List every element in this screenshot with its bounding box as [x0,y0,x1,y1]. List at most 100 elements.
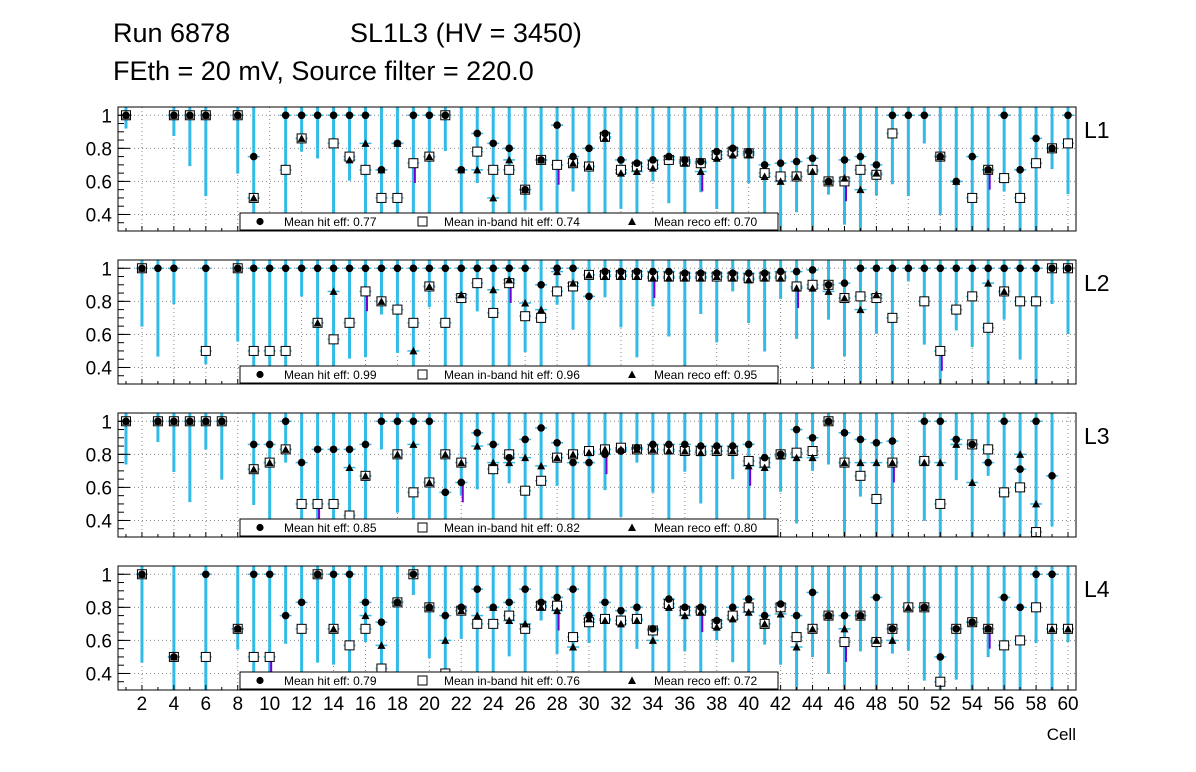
hit-marker [1016,264,1024,273]
hit-marker [744,440,753,449]
hit-marker [728,603,737,612]
hit-marker [329,111,338,120]
reco-marker [537,305,546,314]
reco-marker [201,111,210,119]
reco-marker [744,150,753,159]
legend-reco-marker [628,676,636,684]
chamber-label: SL1L3 (HV = 3450) [350,18,582,48]
reco-marker [856,458,865,467]
layer-label: L3 [1084,423,1110,449]
hit-marker [553,121,561,129]
legend-inband-label: Mean in-band hit eff: 0.74 [444,215,580,229]
hit-marker [1032,134,1040,143]
inband-marker [392,304,403,315]
inband-marker [280,164,291,175]
hit-marker [744,595,753,603]
layer-label: L2 [1084,270,1110,296]
hit-marker [649,440,657,449]
inband-marker [440,317,451,328]
hit-marker [904,264,913,273]
inband-marker [871,493,882,504]
reco-marker [553,267,562,276]
inband-marker [1031,296,1042,307]
legend-reco-marker [628,523,636,531]
hit-marker [521,585,529,593]
hit-marker [441,264,450,273]
reco-marker [297,134,306,142]
inband-marker [408,158,419,169]
hit-marker [297,458,306,467]
hit-marker [393,417,402,426]
inband-marker [568,632,579,643]
hit-marker [441,111,450,120]
reco-marker [952,440,961,448]
legend-reco-label: Mean reco eff: 0.70 [654,215,758,229]
hit-marker [1064,264,1072,273]
legend-inband-marker [417,216,428,227]
hit-marker [649,156,657,164]
hit-marker [920,417,929,426]
hit-marker [457,478,466,487]
hit-marker [473,585,482,593]
inband-marker [951,304,962,315]
legend-inband-label: Mean in-band hit eff: 0.96 [444,368,580,382]
y-tick-label: 0.8 [86,292,112,313]
reco-marker [600,445,609,453]
inband-marker [967,291,978,302]
reco-marker [185,417,194,425]
reco-marker [616,272,625,281]
reco-marker [345,155,354,164]
inband-marker [312,498,323,509]
hit-marker [840,429,849,437]
reco-marker [457,458,466,467]
hit-marker [776,159,785,168]
hit-marker [1016,465,1024,474]
hit-marker [441,488,450,497]
x-tick-label: 16 [355,694,376,715]
reco-marker [728,614,737,623]
hit-marker [1048,264,1056,273]
reco-marker [1000,287,1009,295]
reco-marker [281,445,290,453]
hit-marker [665,440,673,449]
hit-marker [345,445,354,454]
hit-marker [1000,264,1008,273]
legend-hit-marker [256,217,264,226]
reco-marker [744,608,753,616]
x-tick-label: 12 [291,694,312,715]
reco-marker [840,294,849,302]
reco-marker [600,272,609,281]
reco-marker [457,290,466,299]
reco-marker [329,624,338,633]
reco-marker [760,274,769,282]
reco-marker [712,447,721,455]
hit-marker [968,264,977,273]
reco-marker [169,417,178,425]
reco-marker [808,284,817,292]
legend-inband-label: Mean in-band hit eff: 0.76 [444,674,580,688]
hit-marker [345,264,354,273]
hit-marker [728,442,737,450]
reco-marker [712,623,721,631]
hit-marker [888,437,897,445]
inband-marker [935,345,946,356]
hit-marker [696,442,705,450]
reco-marker [425,282,434,290]
hit-marker [601,598,609,607]
inband-marker [472,146,483,157]
reco-marker [521,185,530,194]
hit-marker [1032,570,1040,579]
reco-marker [441,450,450,458]
reco-marker [249,465,258,473]
reco-marker [952,177,961,185]
hit-marker [329,445,338,454]
inband-marker [855,164,866,175]
hit-marker [409,417,418,426]
panel-l1: 1 0.8 0.6 0.4 L1 Mean hit eff: 0.77 Mean in-ba… [86,106,1110,232]
hit-marker [696,157,705,166]
reco-marker [792,453,801,462]
inband-marker [488,164,499,175]
inband-marker [280,345,291,356]
reco-marker [1064,624,1073,633]
hit-marker [633,267,641,276]
